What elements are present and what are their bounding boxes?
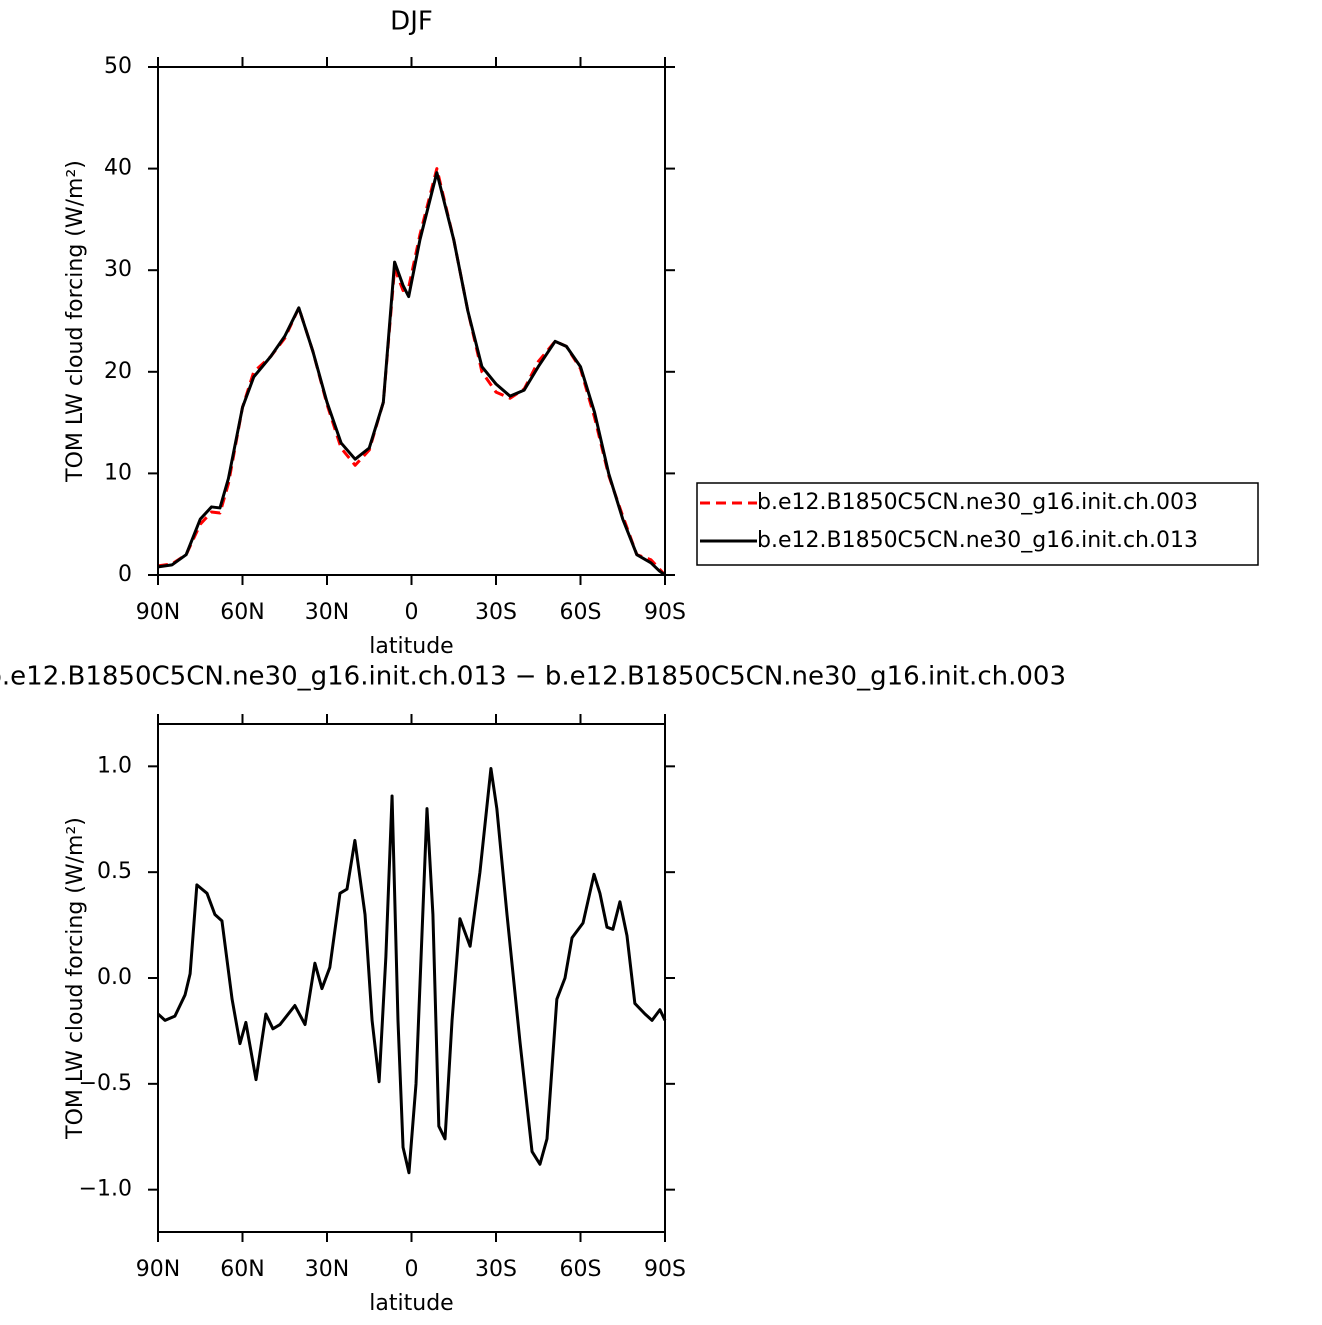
y-tick-label: 0 <box>118 562 132 587</box>
y-tick-label: −1.0 <box>79 1177 132 1202</box>
x-tick-label: 0 <box>405 1257 419 1282</box>
series-line <box>157 171 666 577</box>
y-tick-label: 30 <box>104 257 132 282</box>
legend-label: b.e12.B1850C5CN.ne30_g16.init.ch.013 <box>757 528 1198 553</box>
y-tick-label: −0.5 <box>79 1071 132 1096</box>
x-tick-label: 30S <box>475 1257 517 1282</box>
chart-title: DJF <box>390 7 433 37</box>
y-tick-label: 0.5 <box>97 859 132 884</box>
x-tick-label: 30N <box>305 1257 349 1282</box>
y-axis-label: TOM LW cloud forcing (W/m²) <box>63 817 88 1140</box>
x-axis-label: latitude <box>369 634 453 659</box>
y-tick-label: 10 <box>104 460 132 485</box>
x-tick-label: 90N <box>136 600 180 625</box>
y-axis-label: TOM LW cloud forcing (W/m²) <box>63 160 88 483</box>
x-tick-label: 60S <box>560 1257 602 1282</box>
x-axis-label: latitude <box>369 1291 453 1316</box>
x-tick-label: 60N <box>220 600 264 625</box>
x-tick-label: 60N <box>220 1257 264 1282</box>
x-tick-label: 30S <box>475 600 517 625</box>
legend-box <box>696 482 1259 566</box>
plot-frame <box>157 66 666 576</box>
series-line <box>156 766 667 1175</box>
x-tick-label: 90S <box>644 1257 686 1282</box>
legend-label: b.e12.B1850C5CN.ne30_g16.init.ch.003 <box>757 490 1198 515</box>
y-tick-label: 1.0 <box>97 753 132 778</box>
y-tick-label: 50 <box>104 54 132 79</box>
y-tick-label: 20 <box>104 359 132 384</box>
series-line <box>157 167 667 577</box>
x-tick-label: 0 <box>405 600 419 625</box>
x-tick-label: 90S <box>644 600 686 625</box>
x-tick-label: 90N <box>136 1257 180 1282</box>
x-tick-label: 60S <box>560 600 602 625</box>
y-tick-label: 0.0 <box>97 965 132 990</box>
chart-title: b.e12.B1850C5CN.ne30_g16.init.ch.013 − b… <box>0 662 1066 692</box>
x-tick-label: 30N <box>305 600 349 625</box>
y-tick-label: 40 <box>104 156 132 181</box>
